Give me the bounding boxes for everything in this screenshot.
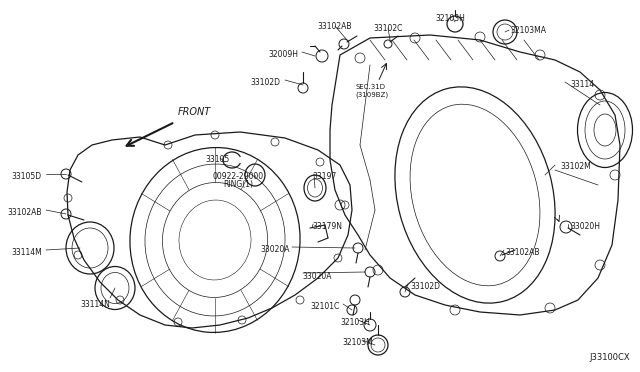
Text: 32103M: 32103M [342, 338, 373, 347]
Text: 33114N: 33114N [80, 300, 110, 309]
Text: 33102M: 33102M [560, 162, 591, 171]
Text: 33197: 33197 [312, 172, 336, 181]
Text: 33179N: 33179N [312, 222, 342, 231]
Text: 33102AB: 33102AB [8, 208, 42, 217]
Text: 32103H: 32103H [340, 318, 370, 327]
Text: 33105D: 33105D [12, 172, 42, 181]
Text: SEC.31D
(3109BZ): SEC.31D (3109BZ) [355, 84, 388, 97]
Text: 33114: 33114 [570, 80, 594, 89]
Text: 33102D: 33102D [250, 78, 280, 87]
Text: 33102AB: 33102AB [317, 22, 352, 31]
Text: 32101C: 32101C [311, 302, 340, 311]
Text: RING(1): RING(1) [223, 180, 253, 189]
Text: 33114M: 33114M [12, 248, 42, 257]
Text: 32009H: 32009H [268, 50, 298, 59]
Text: 33102D: 33102D [410, 282, 440, 291]
Text: 33102C: 33102C [373, 24, 403, 33]
Text: 33020H: 33020H [570, 222, 600, 231]
Text: J33100CX: J33100CX [589, 353, 630, 362]
Text: FRONT: FRONT [178, 107, 211, 117]
Text: 32103H: 32103H [435, 14, 465, 23]
Text: 33020A: 33020A [260, 245, 290, 254]
Text: 33102AB: 33102AB [505, 248, 540, 257]
Text: 32103MA: 32103MA [510, 26, 546, 35]
Text: 00922-29000: 00922-29000 [212, 172, 264, 181]
Text: 33020A: 33020A [302, 272, 332, 281]
Text: 33105: 33105 [206, 155, 230, 164]
